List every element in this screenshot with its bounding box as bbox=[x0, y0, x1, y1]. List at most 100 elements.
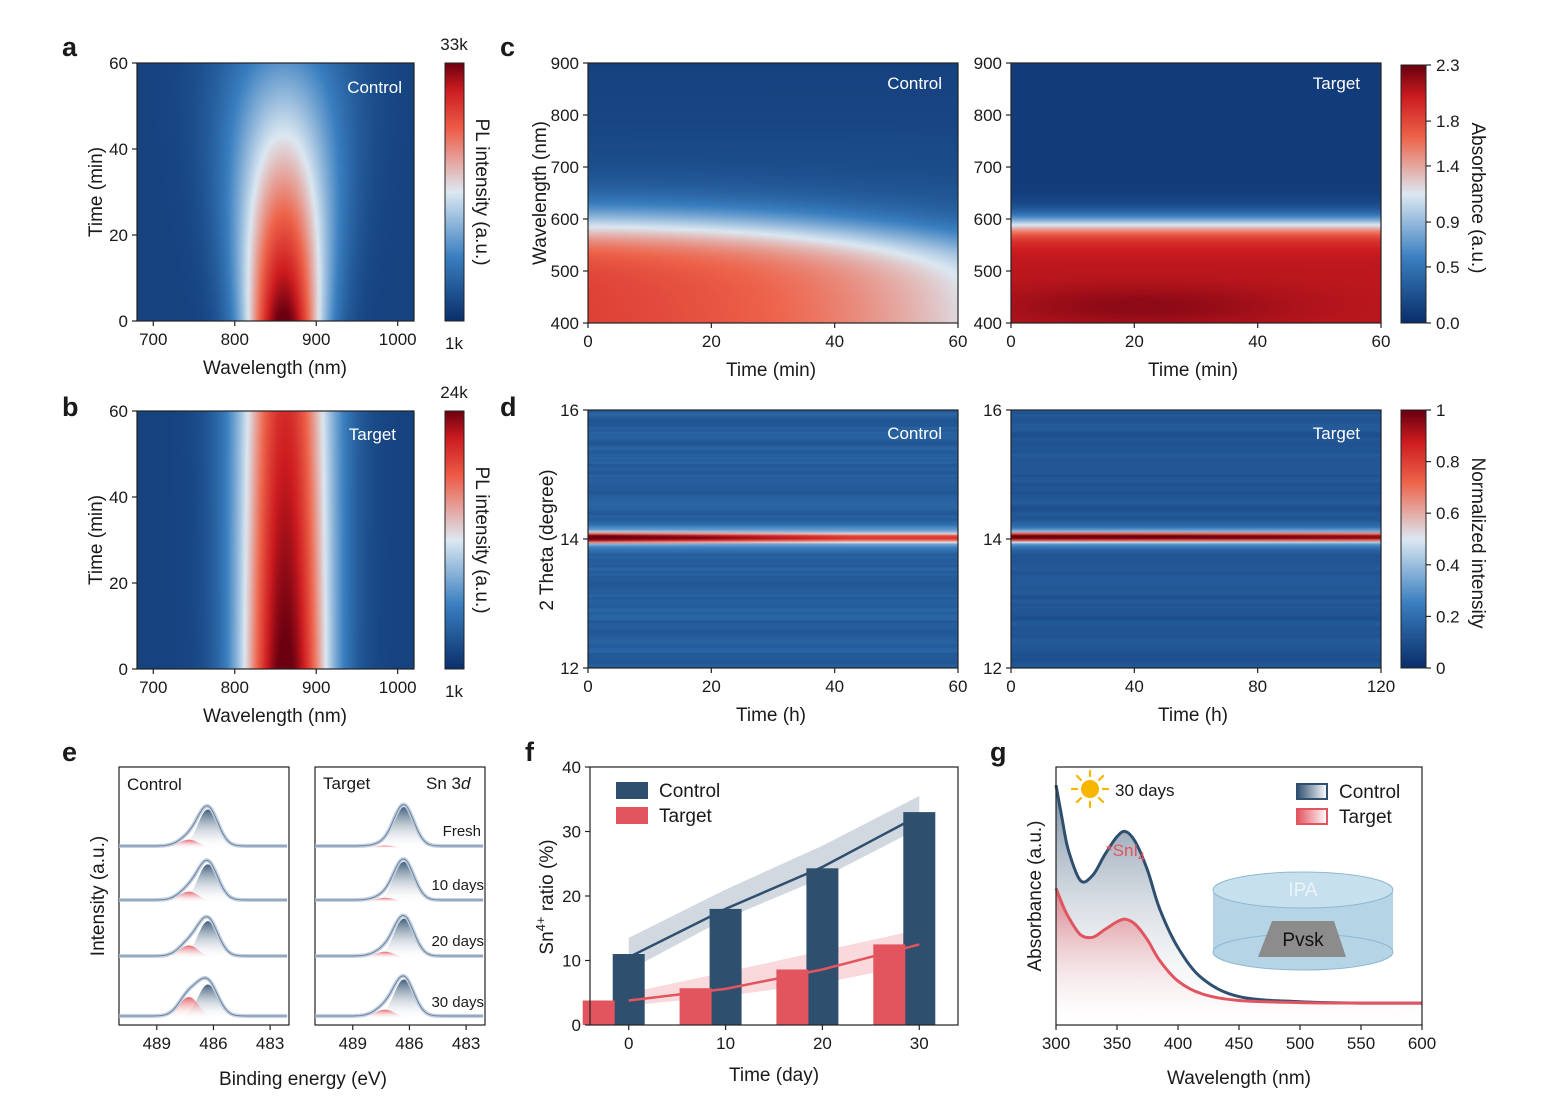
bar-control-0 bbox=[612, 954, 645, 1025]
legend-f-control: Control bbox=[659, 781, 720, 802]
legend-f-target: Target bbox=[659, 806, 713, 827]
tick-label-x: 483 bbox=[256, 1034, 284, 1053]
panel-a: a Control 700 800 900 1000 0 20 40 60 Wavelengt… bbox=[62, 32, 492, 379]
xps-fit-envelope bbox=[119, 977, 288, 1017]
panel-b-tag: Target bbox=[349, 425, 397, 444]
tick-label-y: 12 bbox=[560, 659, 579, 678]
heatmap-d-target-image bbox=[1011, 410, 1381, 668]
panel-letter-b: b bbox=[62, 392, 79, 422]
tick-label-x: 80 bbox=[1248, 677, 1267, 696]
tick-label-y: 20 bbox=[109, 574, 128, 593]
xps-sn4-peak bbox=[315, 897, 484, 902]
xps-sn2-peak bbox=[315, 979, 484, 1018]
heatmap-c-control bbox=[587, 62, 959, 324]
panel-g-note: 30 days bbox=[1115, 781, 1175, 800]
tick-label-y: 0 bbox=[119, 660, 128, 679]
panel-f: f Control Target 0 10 20 30 0 10 20 30 40 Time (… bbox=[525, 737, 959, 1086]
tick-label-x: 60 bbox=[1372, 332, 1391, 351]
colorbar-d bbox=[1401, 410, 1426, 668]
tick-label-x: 500 bbox=[1286, 1034, 1314, 1053]
legend-g-target: Target bbox=[1339, 807, 1393, 828]
xps-sn4-peak bbox=[119, 839, 288, 848]
tick-label-x: 20 bbox=[1125, 332, 1144, 351]
tick-label-y: 700 bbox=[974, 158, 1002, 177]
xps-row-label-1: 10 days bbox=[431, 877, 484, 894]
tick-label-y: 600 bbox=[551, 210, 579, 229]
line-target bbox=[1054, 887, 1423, 1005]
axis-ticks-f: 0 10 20 30 0 10 20 30 40 bbox=[562, 758, 929, 1053]
tick-label-x: 486 bbox=[199, 1034, 227, 1053]
axis-ticks-c: 0 20 40 60 400 500 600 700 800 900 0 20 40 60 400 500 60… bbox=[551, 54, 1391, 351]
tick-label-y: 20 bbox=[562, 887, 581, 906]
tick-label-x: 40 bbox=[1248, 332, 1267, 351]
bar-control-30 bbox=[903, 812, 936, 1025]
tick-label-x: 800 bbox=[221, 678, 249, 697]
tick-label-x: 120 bbox=[1367, 677, 1395, 696]
colorbar-a bbox=[444, 62, 465, 322]
colorbar-b-max: 24k bbox=[440, 383, 468, 402]
tick-label-x: 450 bbox=[1225, 1034, 1253, 1053]
panel-g-xlabel: Wavelength (nm) bbox=[1167, 1068, 1311, 1089]
tick-label-x: 483 bbox=[452, 1034, 480, 1053]
colorbar-c bbox=[1401, 65, 1426, 323]
tick-label-x: 40 bbox=[825, 332, 844, 351]
xps-sn2-peak bbox=[119, 809, 288, 848]
inset-pvsk-label: Pvsk bbox=[1282, 930, 1324, 951]
tick-label-x: 900 bbox=[302, 678, 330, 697]
xps-sn2-peak bbox=[119, 864, 288, 902]
tick-label-y: 16 bbox=[983, 401, 1002, 420]
xps-sn4-peak bbox=[315, 1009, 484, 1018]
panel-letter-e: e bbox=[62, 737, 77, 767]
tick-label-x: 700 bbox=[139, 330, 167, 349]
xps-sn4-peak bbox=[315, 951, 484, 958]
heatmap-d-control-image bbox=[588, 410, 958, 668]
tick-label-x: 800 bbox=[221, 330, 249, 349]
colorbar-d-ticks: 0 0.2 0.4 0.6 0.8 1 bbox=[1426, 401, 1460, 678]
tick-label-y: 500 bbox=[551, 262, 579, 281]
cbar-d-tick-label: 1 bbox=[1436, 401, 1445, 420]
tick-label-y: 900 bbox=[551, 54, 579, 73]
panel-b: b Target 700 800 900 1000 0 20 40 60 Wavelength… bbox=[62, 383, 492, 727]
tick-label-x: 20 bbox=[813, 1034, 832, 1053]
tick-label-x: 600 bbox=[1408, 1034, 1436, 1053]
xps-fit-envelope bbox=[315, 858, 484, 901]
xps-row-label-3: 30 days bbox=[431, 994, 484, 1011]
axis-ticks-e: 489 486 483 489 486 483 bbox=[143, 1025, 480, 1053]
heatmap-c-control-image bbox=[588, 63, 958, 323]
cbar-d-tick-label: 0.4 bbox=[1436, 556, 1460, 575]
panel-c-right-tag: Target bbox=[1313, 74, 1361, 93]
xps-fit-envelope bbox=[315, 914, 484, 957]
colorbar-a-label: PL intensity (a.u.) bbox=[471, 118, 492, 265]
tick-label-x: 30 bbox=[910, 1034, 929, 1053]
bar-chart-f bbox=[582, 796, 936, 1025]
xps-sn4-peak bbox=[119, 891, 288, 902]
axis-ticks-d: 0 20 40 60 12 14 16 0 40 80 120 12 14 16 bbox=[560, 401, 1395, 696]
line-chart-g bbox=[1054, 784, 1423, 1025]
tick-label-y: 30 bbox=[562, 823, 581, 842]
colorbar-b-label: PL intensity (a.u.) bbox=[471, 466, 492, 613]
colorbar-c-ticks: 0.0 0.5 0.9 1.4 1.8 2.3 bbox=[1426, 56, 1460, 333]
tick-label-y: 700 bbox=[551, 158, 579, 177]
heatmap-d-target bbox=[1010, 409, 1382, 669]
tick-label-x: 0 bbox=[1006, 677, 1015, 696]
bar-control-10 bbox=[709, 908, 742, 1025]
heatmap-c-target-image bbox=[1011, 63, 1381, 323]
xps-sn2-peak bbox=[119, 921, 288, 958]
tick-label-y: 500 bbox=[974, 262, 1002, 281]
colorbar-a-min: 1k bbox=[445, 334, 463, 353]
tick-label-y: 60 bbox=[109, 54, 128, 73]
xps-sn2-peak bbox=[315, 807, 484, 848]
tick-label-x: 0 bbox=[583, 677, 592, 696]
panel-e-right-tag: Target bbox=[323, 774, 371, 793]
panel-d-left-tag: Control bbox=[887, 424, 942, 443]
panel-letter-g: g bbox=[990, 737, 1007, 767]
panel-e-xlabel: Binding energy (eV) bbox=[219, 1069, 387, 1090]
panel-d-left-xlabel: Time (h) bbox=[736, 705, 806, 726]
legend-g-target-swatch bbox=[1296, 808, 1328, 825]
heatmap-b-plot bbox=[136, 410, 415, 670]
panel-c: c Control Target 0 20 40 604005006007008009… bbox=[500, 32, 1488, 381]
xps-fit-envelope bbox=[119, 805, 288, 847]
cbar-d-tick-label: 0.8 bbox=[1436, 453, 1460, 472]
panel-d-right-tag: Target bbox=[1313, 424, 1361, 443]
